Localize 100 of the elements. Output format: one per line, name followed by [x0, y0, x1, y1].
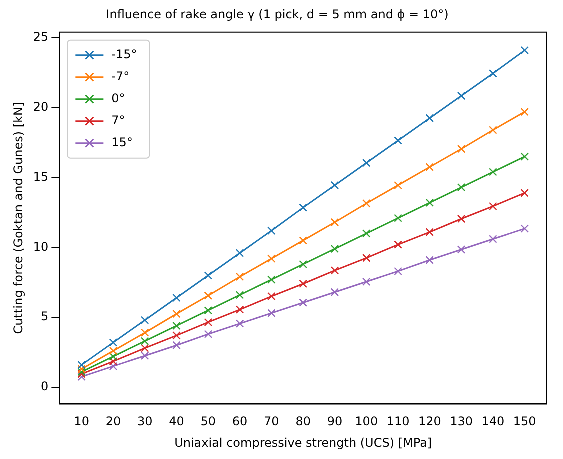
legend-label: -7°	[112, 70, 130, 84]
point	[78, 365, 86, 374]
point	[457, 144, 466, 154]
point	[330, 288, 340, 297]
point	[204, 318, 213, 327]
legend-label: 0°	[112, 92, 126, 106]
point	[78, 372, 86, 382]
point	[140, 344, 150, 352]
point	[172, 332, 181, 340]
x-tick-label: 70	[264, 414, 280, 429]
point	[394, 181, 402, 190]
point	[78, 368, 86, 376]
point	[362, 158, 371, 168]
point	[109, 357, 118, 366]
point	[394, 214, 402, 222]
point	[426, 163, 434, 172]
point	[520, 46, 529, 55]
x-tick-label: 140	[482, 414, 505, 429]
point	[520, 224, 529, 233]
point	[362, 230, 371, 238]
legend-label: -15°	[112, 48, 138, 62]
x-tick-label: 30	[137, 414, 153, 429]
point	[109, 346, 118, 356]
point	[299, 298, 308, 307]
point	[109, 338, 118, 347]
legend-label: 15°	[112, 136, 133, 150]
point	[362, 254, 371, 262]
chart-title: Influence of rake angle γ (1 pick, d = 5 mm and ϕ = 10°)	[106, 7, 449, 22]
point	[330, 218, 340, 227]
point	[236, 320, 244, 328]
y-tick-label: 20	[33, 100, 49, 114]
legend-label: 7°	[112, 114, 126, 128]
point	[140, 328, 150, 338]
point	[140, 352, 150, 360]
point	[204, 330, 213, 338]
x-tick-label: 10	[74, 414, 90, 429]
x-tick-label: 130	[450, 414, 474, 429]
x-tick-label: 40	[169, 414, 184, 429]
point	[426, 256, 434, 264]
point	[268, 276, 276, 284]
point	[362, 199, 371, 208]
point	[457, 246, 466, 254]
point	[204, 292, 213, 300]
point	[78, 370, 86, 378]
point	[330, 266, 340, 275]
point	[394, 136, 402, 145]
point	[236, 272, 244, 282]
point	[489, 202, 498, 211]
point	[426, 114, 434, 122]
y-tick-label: 15	[33, 170, 49, 184]
point	[236, 249, 244, 258]
point	[394, 240, 402, 249]
point	[236, 291, 244, 300]
y-tick-label: 10	[33, 240, 49, 254]
x-tick-label: 80	[296, 414, 311, 429]
x-tick-label: 100	[355, 414, 378, 429]
point	[236, 306, 244, 314]
point	[268, 226, 276, 236]
point	[140, 337, 150, 346]
point	[489, 168, 498, 176]
x-tick-label: 50	[200, 414, 216, 429]
x-tick-label: 60	[232, 414, 248, 429]
point	[520, 152, 529, 161]
point	[520, 189, 529, 198]
point	[109, 362, 118, 371]
point	[204, 271, 213, 280]
x-tick-label: 90	[327, 414, 343, 429]
point	[109, 352, 118, 361]
point	[457, 214, 466, 224]
point	[362, 278, 371, 286]
point	[299, 204, 308, 212]
y-axis-title: Cutting force (Goktan and Gunes) [kN]	[11, 102, 26, 334]
x-axis-title: Uniaxial compressive strength (UCS) [MPa]	[174, 436, 432, 450]
point	[204, 306, 213, 315]
y-tick-label: 25	[33, 30, 49, 44]
point	[299, 260, 308, 269]
point	[299, 280, 308, 288]
point	[426, 198, 434, 208]
point	[299, 236, 308, 245]
point	[140, 316, 150, 324]
y-tick-label: 5	[41, 310, 49, 324]
point	[78, 360, 86, 370]
point	[457, 183, 466, 192]
point	[172, 310, 181, 318]
point	[330, 181, 340, 190]
point	[172, 322, 181, 330]
point	[489, 235, 498, 244]
point	[330, 244, 340, 254]
x-tick-label: 110	[386, 414, 410, 429]
point	[489, 70, 498, 78]
x-tick-label: 120	[418, 414, 442, 429]
x-tick-label: 150	[513, 414, 536, 429]
point	[457, 92, 466, 100]
point	[268, 254, 276, 263]
y-tick-label: 0	[41, 380, 49, 394]
point	[426, 228, 434, 236]
point	[268, 309, 276, 318]
point	[520, 108, 529, 116]
point	[172, 294, 181, 302]
point	[489, 126, 498, 134]
